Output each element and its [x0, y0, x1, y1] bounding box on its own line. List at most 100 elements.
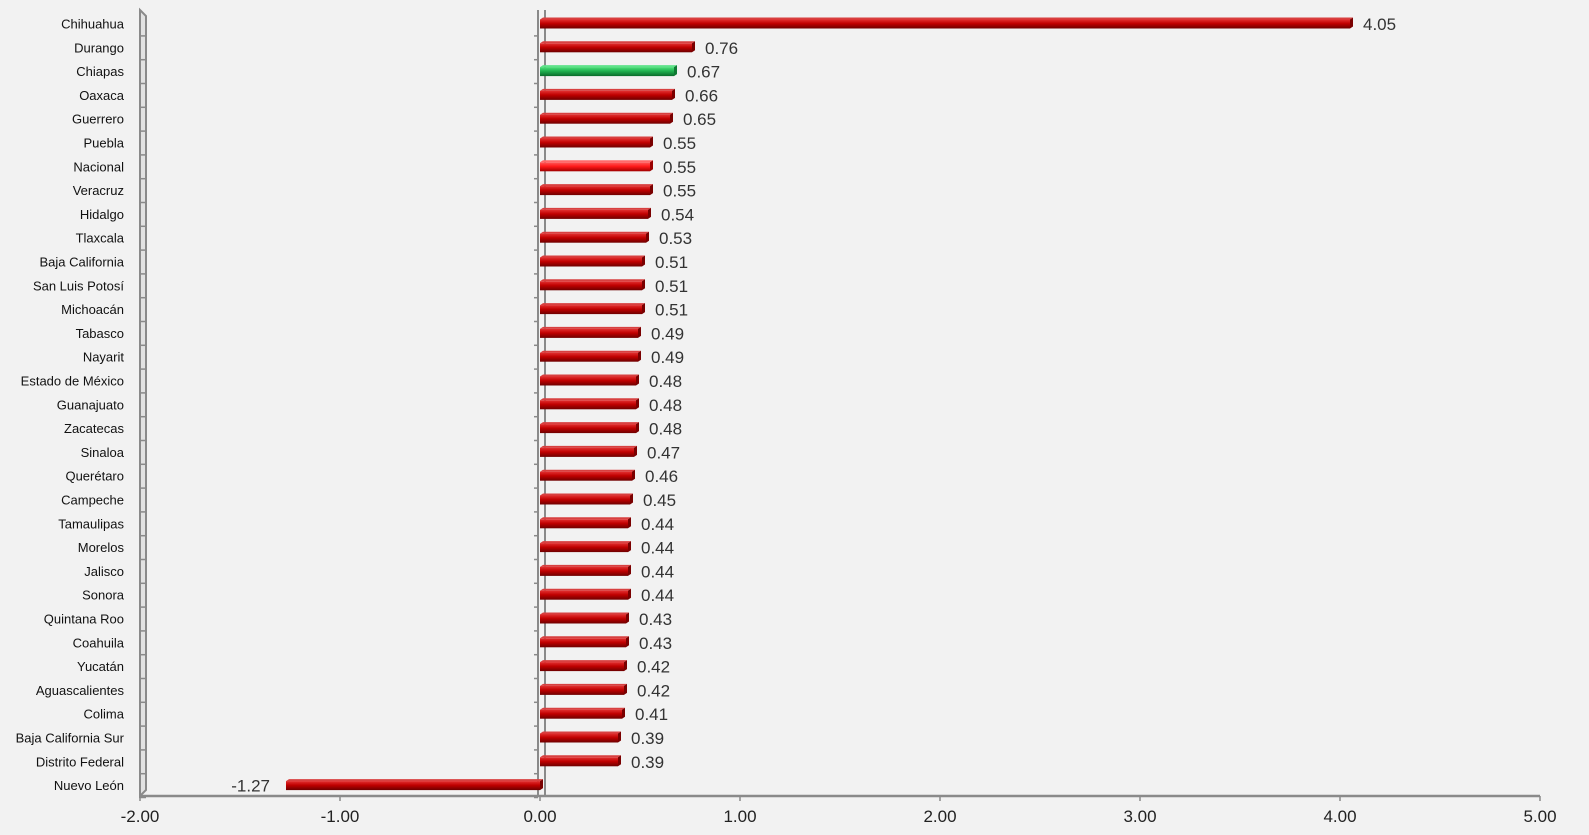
data-label: 0.44 [641, 586, 674, 605]
bar-end-face [638, 326, 641, 338]
bar-front-face [540, 638, 626, 648]
data-label: 4.05 [1363, 15, 1396, 34]
category-label: Nuevo León [54, 778, 124, 793]
bar-top-face [540, 255, 645, 258]
bar-front-face [540, 590, 628, 600]
category-label: Yucatán [77, 659, 124, 674]
bar-end-face [540, 779, 543, 791]
data-label: 0.49 [651, 324, 684, 343]
category-label: Oaxaca [79, 88, 125, 103]
category-label: San Luis Potosí [33, 278, 124, 293]
data-label: 0.44 [641, 539, 674, 558]
data-label: 0.46 [645, 467, 678, 486]
bar-front-face [540, 43, 692, 53]
bar-front-face [540, 566, 628, 576]
bar [540, 517, 631, 529]
category-label: Chihuahua [61, 17, 125, 32]
category-labels: Chihuahua Durango Chiapas Oaxaca Guerrero Pue… [16, 17, 125, 794]
bar-end-face [624, 683, 627, 695]
bar-top-face [540, 731, 621, 734]
bar-top-face [540, 112, 673, 115]
bar [540, 660, 627, 672]
category-label: Coahuila [73, 635, 125, 650]
bar-top-face [540, 350, 641, 353]
bar [540, 541, 631, 553]
bar-front-face [540, 281, 642, 291]
data-label: -1.27 [231, 777, 270, 796]
data-label: 0.43 [639, 634, 672, 653]
bar-top-face [286, 779, 543, 782]
bar [540, 731, 621, 743]
bar-front-face [540, 495, 630, 505]
bar-front-face [540, 233, 646, 243]
category-label: Veracruz [73, 183, 124, 198]
bar [540, 17, 1353, 29]
data-label: 0.55 [663, 134, 696, 153]
category-label: Jalisco [84, 564, 124, 579]
bar-front-face [540, 257, 642, 267]
category-label: Sonora [82, 588, 125, 603]
bar [540, 88, 675, 100]
bar-top-face [540, 65, 677, 68]
data-label: 0.39 [631, 753, 664, 772]
category-label: Tamaulipas [58, 516, 124, 531]
chart-frame [139, 7, 546, 799]
data-label: 0.51 [655, 301, 688, 320]
bar-front-face [540, 19, 1350, 29]
bar-top-face [540, 755, 621, 758]
bar [540, 184, 653, 196]
bar-end-face [622, 707, 625, 719]
bar-end-face [624, 660, 627, 672]
bar-top-face [540, 636, 629, 639]
bar-top-face [540, 279, 645, 282]
bar-top-face [540, 303, 645, 306]
category-label: Nayarit [83, 350, 125, 365]
bar [540, 374, 639, 386]
bar [540, 160, 653, 172]
x-tick-label: 1.00 [723, 807, 756, 826]
data-label: 0.65 [683, 110, 716, 129]
bar-top-face [540, 160, 653, 163]
bar [540, 612, 629, 624]
bar-end-face [636, 374, 639, 386]
data-label: 0.42 [637, 658, 670, 677]
x-tick-label: 3.00 [1123, 807, 1156, 826]
category-label: Zacatecas [64, 421, 124, 436]
data-label: 0.44 [641, 562, 674, 581]
bar-end-face [628, 517, 631, 529]
category-label: Guanajuato [57, 397, 124, 412]
category-label: Guerrero [72, 112, 124, 127]
bar-front-face [540, 757, 618, 767]
data-label: 0.53 [659, 229, 692, 248]
bar [540, 112, 673, 124]
x-tick-label: -2.00 [121, 807, 160, 826]
category-label: Distrito Federal [36, 754, 124, 769]
bar [540, 445, 637, 457]
bar-end-face [642, 255, 645, 267]
bar-front-face [540, 305, 642, 315]
category-label: Chiapas [76, 64, 124, 79]
category-label: Michoacán [61, 302, 124, 317]
x-tick-label: 5.00 [1523, 807, 1556, 826]
bar-end-face [642, 303, 645, 315]
bar-end-face [674, 65, 677, 77]
bar-top-face [540, 517, 631, 520]
data-label: 0.48 [649, 372, 682, 391]
bar-front-face [540, 447, 634, 457]
bar-end-face [638, 350, 641, 362]
data-label: 0.45 [643, 491, 676, 510]
bar-front-face [540, 400, 636, 410]
bar-end-face [1350, 17, 1353, 29]
data-label: 0.47 [647, 443, 680, 462]
bar-top-face [540, 374, 639, 377]
bar-front-face [540, 209, 648, 219]
bar-top-face [540, 707, 625, 710]
bar [540, 755, 621, 767]
value-labels: 4.05 0.76 0.67 0.66 0.65 0.55 0.55 0.55 0.54 0.53… [231, 15, 1396, 796]
bar [540, 279, 645, 291]
bar [540, 326, 641, 338]
bar [540, 136, 653, 148]
bar-front-face [540, 519, 628, 529]
bar-end-face [672, 88, 675, 100]
